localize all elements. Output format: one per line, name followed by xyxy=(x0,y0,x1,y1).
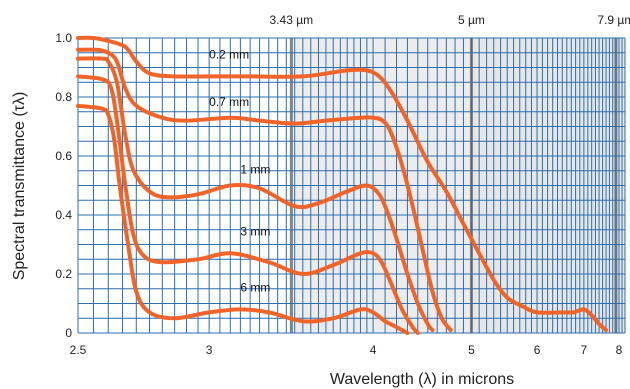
y-axis-label: Spectral transmittance (τλ) xyxy=(11,92,28,281)
series-label: 0.7 mm xyxy=(209,95,249,109)
series-label: 6 mm xyxy=(240,281,270,295)
series-label: 1 mm xyxy=(240,163,270,177)
y-tick-labels: 0 0.2 0.4 0.6 0.8 1.0 xyxy=(55,31,72,340)
marker-label: 3.43 µm xyxy=(270,13,314,27)
series-line xyxy=(76,47,453,333)
series-line xyxy=(76,35,609,333)
marker-label: 7.9 µm xyxy=(597,13,630,27)
x-tick-label: 4 xyxy=(370,343,377,357)
x-tick-label: 7 xyxy=(581,343,588,357)
y-tick-label: 1.0 xyxy=(55,31,72,45)
series-label: 0.2 mm xyxy=(209,48,249,62)
y-tick-label: 0.4 xyxy=(55,208,72,222)
x-axis-label: Wavelength (λ) in microns xyxy=(330,371,514,388)
x-tick-label: 3 xyxy=(206,343,213,357)
series-line xyxy=(76,103,410,335)
series-label: 3 mm xyxy=(240,225,270,239)
series-labels: 0.2 mm 0.7 mm 1 mm 3 mm 6 mm xyxy=(209,48,270,295)
x-tick-label: 6 xyxy=(534,343,541,357)
series-line xyxy=(76,56,435,333)
y-tick-label: 0 xyxy=(65,326,72,340)
x-tick-label: 5 xyxy=(468,343,475,357)
series-line xyxy=(76,74,420,335)
y-tick-label: 0.6 xyxy=(55,149,72,163)
grid xyxy=(77,37,626,334)
y-tick-label: 0.8 xyxy=(55,90,72,104)
x-tick-labels: 2.5 3 4 5 6 7 8 xyxy=(70,343,623,357)
x-tick-label: 8 xyxy=(616,343,623,357)
marker-label: 5 µm xyxy=(458,13,485,27)
y-tick-label: 0.2 xyxy=(55,267,72,281)
wavelength-markers: 3.43 µm 5 µm 7.9 µm xyxy=(270,13,630,333)
x-tick-label: 2.5 xyxy=(70,343,87,357)
series-lines xyxy=(76,35,609,335)
